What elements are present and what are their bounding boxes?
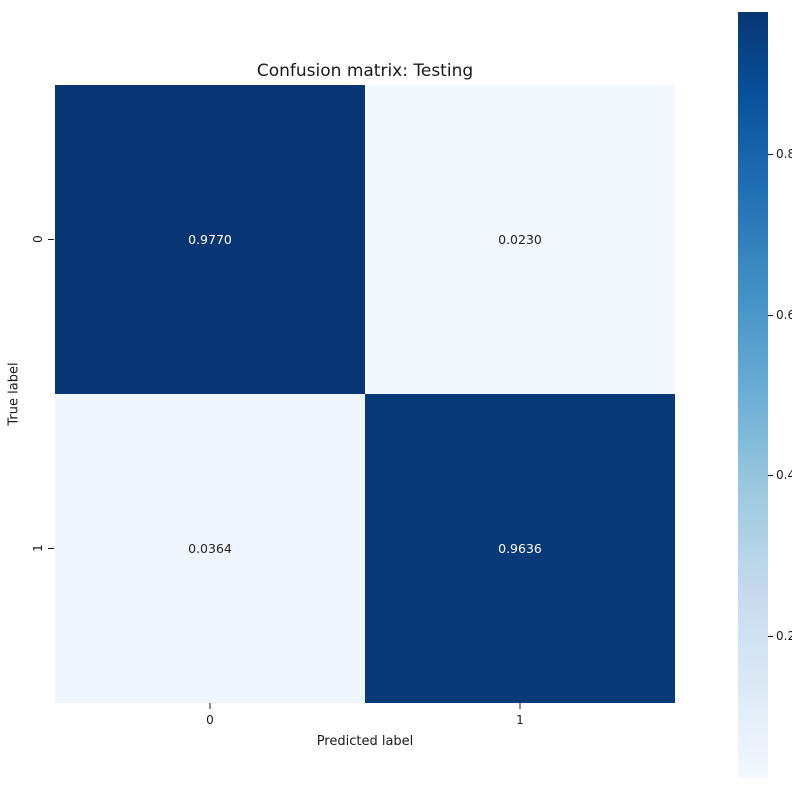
colorbar-tick-mark-2 xyxy=(768,475,773,476)
x-tick-mark-0 xyxy=(209,703,211,709)
heatmap-cell-1-0: 0.0364 xyxy=(55,394,365,703)
y-tick-label-0: 0 xyxy=(31,235,45,243)
heatmap-cell-1-1: 0.9636 xyxy=(365,394,675,703)
colorbar-tick-label-3: 0.2 xyxy=(776,629,792,643)
colorbar-tick-label-1: 0.6 xyxy=(776,308,792,322)
cell-value-label: 0.0364 xyxy=(188,541,232,556)
colorbar-tick-mark-1 xyxy=(768,315,773,316)
heatmap-cell-0-1: 0.0230 xyxy=(365,85,675,394)
colorbar-tick-mark-0 xyxy=(768,154,773,155)
colorbar xyxy=(738,12,768,778)
cell-value-label: 0.9636 xyxy=(498,541,542,556)
colorbar-gradient xyxy=(738,12,768,778)
heatmap: 0.9770 0.0230 0.0364 0.9636 xyxy=(55,85,675,703)
heatmap-cell-0-0: 0.9770 xyxy=(55,85,365,394)
x-tick-label-1: 1 xyxy=(516,713,524,727)
colorbar-tick-label-0: 0.8 xyxy=(776,147,792,161)
y-tick-label-1: 1 xyxy=(31,544,45,552)
colorbar-tick-mark-3 xyxy=(768,636,773,637)
cell-value-label: 0.9770 xyxy=(188,232,232,247)
y-axis-label: True label xyxy=(6,362,22,426)
x-axis-label: Predicted label xyxy=(316,734,414,749)
x-tick-label-0: 0 xyxy=(206,713,214,727)
chart-title: Confusion matrix: Testing xyxy=(256,61,474,81)
cell-value-label: 0.0230 xyxy=(498,232,542,247)
colorbar-tick-label-2: 0.4 xyxy=(776,468,792,482)
x-tick-mark-1 xyxy=(519,703,521,709)
y-tick-mark-0 xyxy=(48,239,54,240)
y-tick-mark-1 xyxy=(48,548,54,549)
